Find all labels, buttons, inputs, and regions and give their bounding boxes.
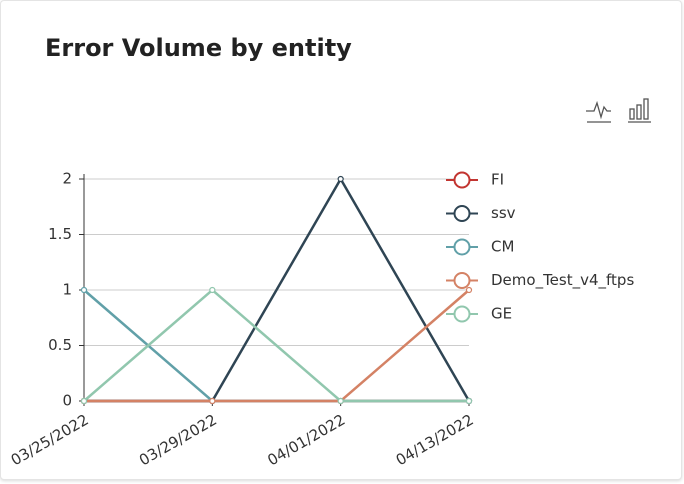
legend-icon[interactable] xyxy=(453,238,471,256)
y-tick-label: 1 xyxy=(62,281,72,299)
legend-icon[interactable] xyxy=(453,272,471,289)
point xyxy=(465,397,473,405)
point xyxy=(80,286,88,294)
point xyxy=(337,175,344,183)
y-tick-label: 0 xyxy=(62,392,72,410)
legend-label[interactable]: GE xyxy=(491,305,512,323)
legend-icon[interactable] xyxy=(453,305,471,323)
legend-label[interactable]: ssv xyxy=(491,204,516,222)
series-line xyxy=(84,289,470,403)
point xyxy=(209,286,216,294)
point xyxy=(80,397,88,405)
point xyxy=(465,286,473,294)
legend-label[interactable]: FI xyxy=(491,171,504,189)
legend-label[interactable]: CM xyxy=(491,238,514,256)
point xyxy=(209,397,216,405)
chart-title: Error Volume by entity xyxy=(45,34,352,62)
bar-icon[interactable] xyxy=(629,108,635,120)
legend-label[interactable]: Demo_Test_v4_ftps xyxy=(491,271,634,290)
series-line xyxy=(83,288,469,403)
x-tick-label: 04/13/2022 xyxy=(393,411,477,470)
legend-icon[interactable] xyxy=(453,171,471,189)
y-tick-label: 2 xyxy=(62,170,72,188)
legend-icon[interactable] xyxy=(453,205,471,222)
point xyxy=(337,397,344,405)
x-tick-label: 04/01/2022 xyxy=(264,411,348,470)
y-tick-label: 0.5 xyxy=(48,336,72,354)
bar-icon[interactable] xyxy=(636,104,642,120)
y-tick-label: 1.5 xyxy=(48,225,72,243)
line-view-button[interactable] xyxy=(586,100,611,123)
x-tick-label: 03/29/2022 xyxy=(136,411,220,470)
line-icon[interactable] xyxy=(586,100,611,120)
x-tick-label: 03/25/2022 xyxy=(8,411,92,470)
bar-icon[interactable] xyxy=(643,98,649,120)
bar-view-button[interactable] xyxy=(628,98,651,123)
